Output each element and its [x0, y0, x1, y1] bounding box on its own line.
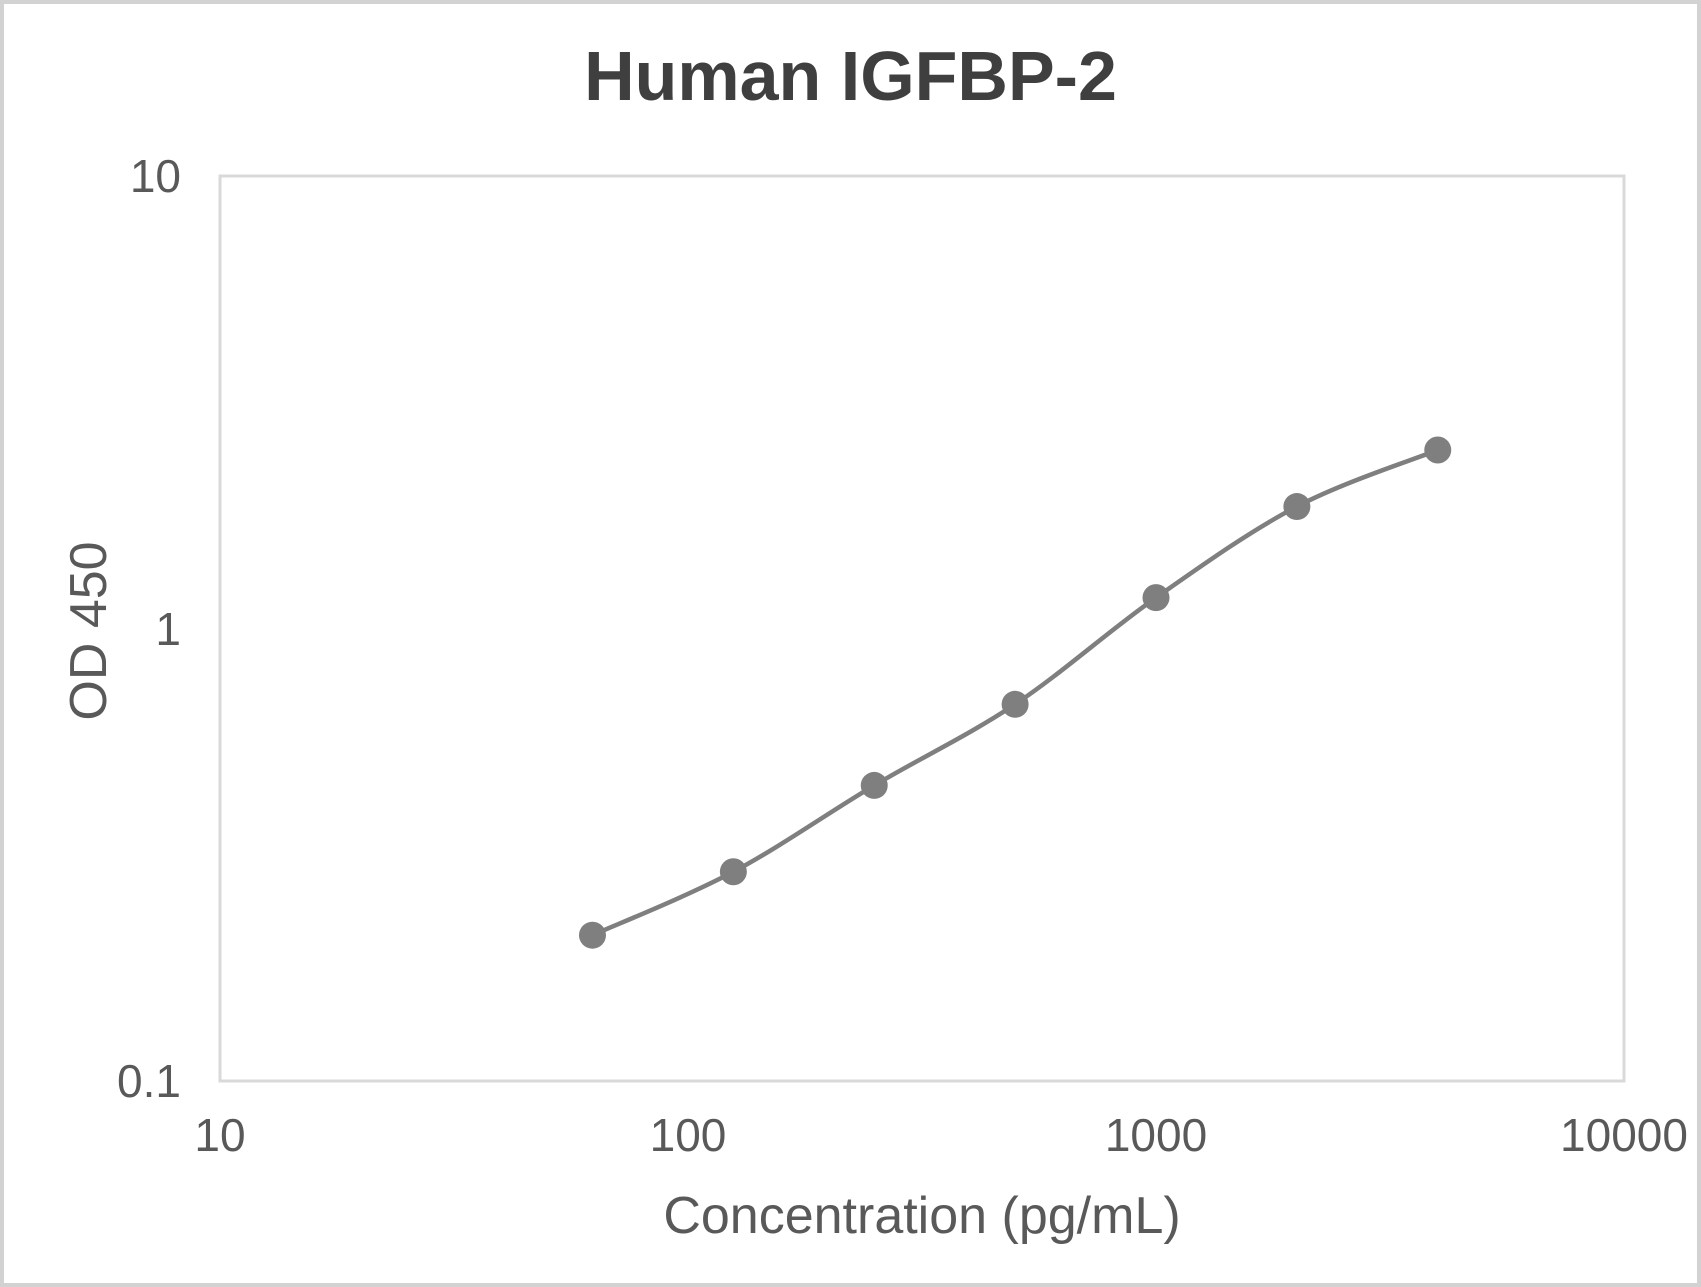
- x-tick-label-10: 10: [194, 1109, 246, 1161]
- x-tick-label-10000: 10000: [1560, 1109, 1688, 1161]
- data-point-1: [719, 858, 747, 886]
- data-point-2: [860, 771, 888, 799]
- y-tick-label-1: 1: [155, 602, 181, 655]
- data-point-4: [1142, 584, 1170, 612]
- plot-area: [218, 174, 1626, 1083]
- data-point-0: [578, 921, 606, 949]
- data-point-5: [1283, 493, 1311, 521]
- y-tick-label-0.1: 0.1: [117, 1055, 181, 1107]
- chart-title: Human IGFBP-2: [584, 37, 1117, 115]
- x-axis-title: Concentration (pg/mL): [663, 1187, 1181, 1245]
- x-tick-label-1000: 1000: [1104, 1109, 1208, 1161]
- plot-frame: [218, 174, 1626, 1083]
- x-tick-label-100: 100: [649, 1109, 727, 1161]
- data-point-3: [1001, 690, 1029, 718]
- y-tick-label-10: 10: [129, 150, 181, 202]
- data-point-6: [1424, 436, 1452, 464]
